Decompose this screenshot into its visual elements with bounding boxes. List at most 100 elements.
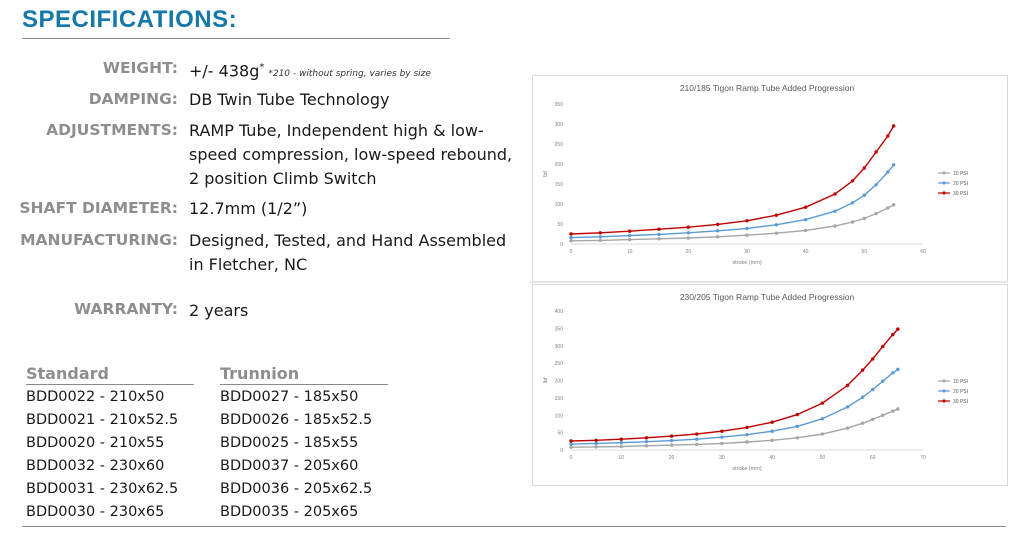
x-tick-label: 60 [920, 249, 926, 255]
legend-marker [942, 389, 946, 393]
data-point [803, 205, 808, 209]
legend-label: 30 PSI [953, 399, 968, 405]
list-item: BDD0035 - 205x65 [220, 504, 359, 520]
x-tick-label: 0 [570, 249, 573, 255]
legend-label: 10 PSI [953, 171, 968, 177]
data-point [774, 223, 779, 227]
list-item: BDD0021 - 210x52.5 [26, 412, 179, 428]
spec-label-manufacturing: MANUFACTURING: [20, 231, 178, 249]
data-point [886, 134, 890, 138]
data-point [669, 443, 674, 447]
manufacturing-line: in Fletcher, NC [189, 255, 308, 274]
data-point [619, 437, 623, 441]
data-point [845, 405, 850, 409]
list-item: BDD0030 - 230x65 [26, 504, 165, 520]
data-point [686, 225, 691, 229]
data-point [745, 226, 749, 231]
data-point [657, 237, 661, 241]
adjustments-line: RAMP Tube, Independent high & low- [189, 121, 484, 140]
x-tick-label: 40 [769, 455, 775, 461]
data-point [862, 193, 867, 197]
legend-label: 10 PSI [953, 379, 968, 385]
spec-value-manufacturing: Designed, Tested, and Hand Assembled in … [189, 229, 506, 277]
data-point [850, 201, 855, 205]
data-point [874, 183, 878, 187]
spec-value-weight: +/- 438g**210 - without spring, varies b… [189, 56, 431, 86]
standard-header-rule [26, 384, 194, 385]
y-tick-label: 100 [555, 202, 564, 208]
data-point [896, 407, 900, 411]
data-point [820, 401, 825, 405]
data-point [871, 357, 875, 361]
data-point [627, 237, 632, 242]
data-point [569, 239, 573, 243]
data-point [795, 424, 799, 429]
data-point [874, 150, 878, 154]
trunnion-header: Trunnion [220, 364, 300, 383]
y-tick-label: 150 [555, 396, 564, 402]
data-point [845, 426, 850, 430]
data-point [820, 432, 825, 436]
list-item: BDD0032 - 230x60 [26, 458, 165, 474]
weight-note: *210 - without spring, varies by size [268, 69, 431, 80]
legend-label: 20 PSI [953, 389, 968, 395]
data-point [770, 438, 774, 442]
legend-label: 20 PSI [953, 181, 968, 187]
data-point [833, 192, 837, 196]
data-point [871, 387, 875, 392]
chart-title: 230/205 Tigon Ramp Tube Added Progressio… [680, 292, 855, 302]
data-point [627, 233, 632, 238]
data-point [881, 344, 885, 349]
legend-marker [942, 399, 946, 403]
legend-label: 30 PSI [953, 191, 968, 197]
data-point [891, 332, 895, 337]
data-point [745, 425, 749, 430]
y-tick-label: 0 [560, 448, 563, 454]
data-point [845, 383, 850, 388]
data-point [860, 395, 865, 399]
data-point [569, 445, 573, 449]
data-point [594, 441, 598, 446]
spec-label-weight: WEIGHT: [102, 59, 178, 77]
y-tick-label: 150 [555, 182, 564, 188]
list-item: BDD0022 - 210x50 [26, 389, 165, 405]
list-item: BDD0031 - 230x62.5 [26, 481, 179, 497]
data-point [774, 213, 779, 217]
x-tick-label: 10 [619, 455, 625, 461]
spec-label-warranty: WARRANTY: [74, 300, 178, 318]
bottom-divider [22, 526, 1006, 527]
data-point [569, 232, 573, 236]
y-tick-label: 350 [555, 326, 564, 332]
adjustments-line: 2 position Climb Switch [189, 169, 377, 188]
y-tick-label: 350 [555, 102, 564, 108]
x-tick-label: 30 [744, 249, 750, 255]
page-title: SPECIFICATIONS: [22, 6, 238, 33]
list-item: BDD0025 - 185x55 [220, 435, 359, 451]
data-point [598, 235, 603, 239]
x-axis-label: stroke (mm) [732, 466, 762, 472]
chart-divider [530, 281, 1008, 283]
data-point [860, 421, 865, 425]
y-tick-label: 400 [555, 309, 564, 315]
x-tick-label: 40 [803, 249, 809, 255]
x-tick-label: 50 [820, 455, 826, 461]
data-point [695, 437, 699, 441]
spec-value-adjustments: RAMP Tube, Independent high & low- speed… [189, 119, 512, 191]
data-point [862, 216, 867, 221]
chart-title: 210/185 Tigon Ramp Tube Added Progressio… [680, 83, 855, 93]
legend-marker [942, 181, 946, 185]
data-point [745, 233, 749, 237]
y-tick-label: 300 [555, 344, 564, 350]
data-point [720, 429, 724, 433]
list-item: BDD0037 - 205x60 [220, 458, 359, 474]
y-tick-label: 50 [557, 222, 563, 228]
data-point [803, 217, 808, 222]
data-point [644, 444, 649, 448]
data-point [833, 224, 837, 228]
data-point [862, 166, 867, 170]
data-point [669, 438, 674, 443]
data-point [795, 412, 799, 417]
data-point [720, 441, 724, 446]
adjustments-line: speed compression, low-speed rebound, [189, 145, 513, 164]
x-tick-label: 60 [870, 455, 876, 461]
